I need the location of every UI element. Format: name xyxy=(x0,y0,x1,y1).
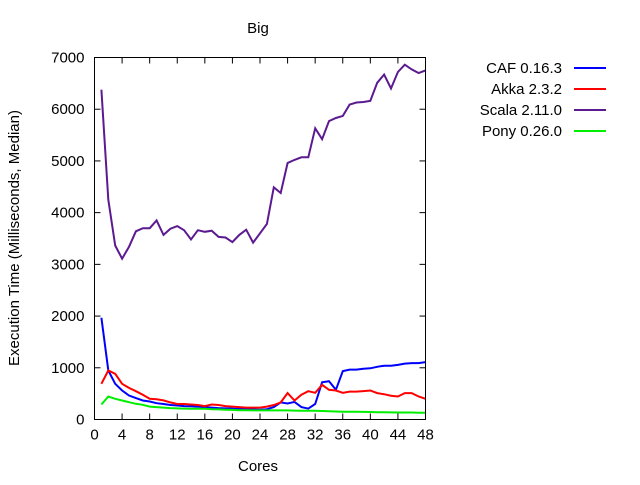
x-tick-label: 28 xyxy=(279,427,296,444)
series-line-0 xyxy=(100,317,426,411)
x-tick-label: 32 xyxy=(307,427,324,444)
x-tick-label: 16 xyxy=(196,427,213,444)
legend-label: CAF 0.16.3 xyxy=(486,60,562,77)
x-tick-label: 20 xyxy=(224,427,241,444)
legend: CAF 0.16.3 Akka 2.3.2 Scala 2.11.0 Pony 0.2… xyxy=(480,60,606,140)
x-tick-label: 36 xyxy=(334,427,351,444)
x-tick-label: 4 xyxy=(118,427,126,444)
y-tick-label: 0 xyxy=(76,412,84,429)
legend-label: Scala 2.11.0 xyxy=(480,102,562,119)
y-tick-label: 5000 xyxy=(51,153,84,170)
x-tick-label: 0 xyxy=(90,427,98,444)
series-line-3 xyxy=(100,395,426,414)
chart-title: Big xyxy=(247,20,269,37)
series-group xyxy=(100,63,426,414)
series-line-2 xyxy=(100,63,426,261)
x-tick-label: 8 xyxy=(145,427,153,444)
legend-label: Pony 0.26.0 xyxy=(482,123,562,140)
x-axis-label: Cores xyxy=(238,458,278,475)
series-line-1 xyxy=(100,369,426,409)
y-axis-label: Execution Time (Milliseconds, Median) xyxy=(6,110,23,366)
x-tick-label: 48 xyxy=(417,427,434,444)
y-tick-label: 6000 xyxy=(51,101,84,118)
x-tick-label: 12 xyxy=(169,427,186,444)
x-tick-label: 40 xyxy=(362,427,379,444)
x-tick-label: 44 xyxy=(390,427,407,444)
y-tick-label: 1000 xyxy=(51,360,84,377)
y-tick-label: 4000 xyxy=(51,205,84,222)
y-tick-label: 7000 xyxy=(51,50,84,67)
legend-label: Akka 2.3.2 xyxy=(491,81,562,98)
y-tick-label: 2000 xyxy=(51,308,84,325)
x-tick-label: 24 xyxy=(252,427,269,444)
axes: 0 4 8 12 16 20 24 28 32 36 40 44 4801000200030004000… xyxy=(51,50,434,444)
y-tick-label: 3000 xyxy=(51,256,84,273)
plot-frame xyxy=(94,57,426,420)
